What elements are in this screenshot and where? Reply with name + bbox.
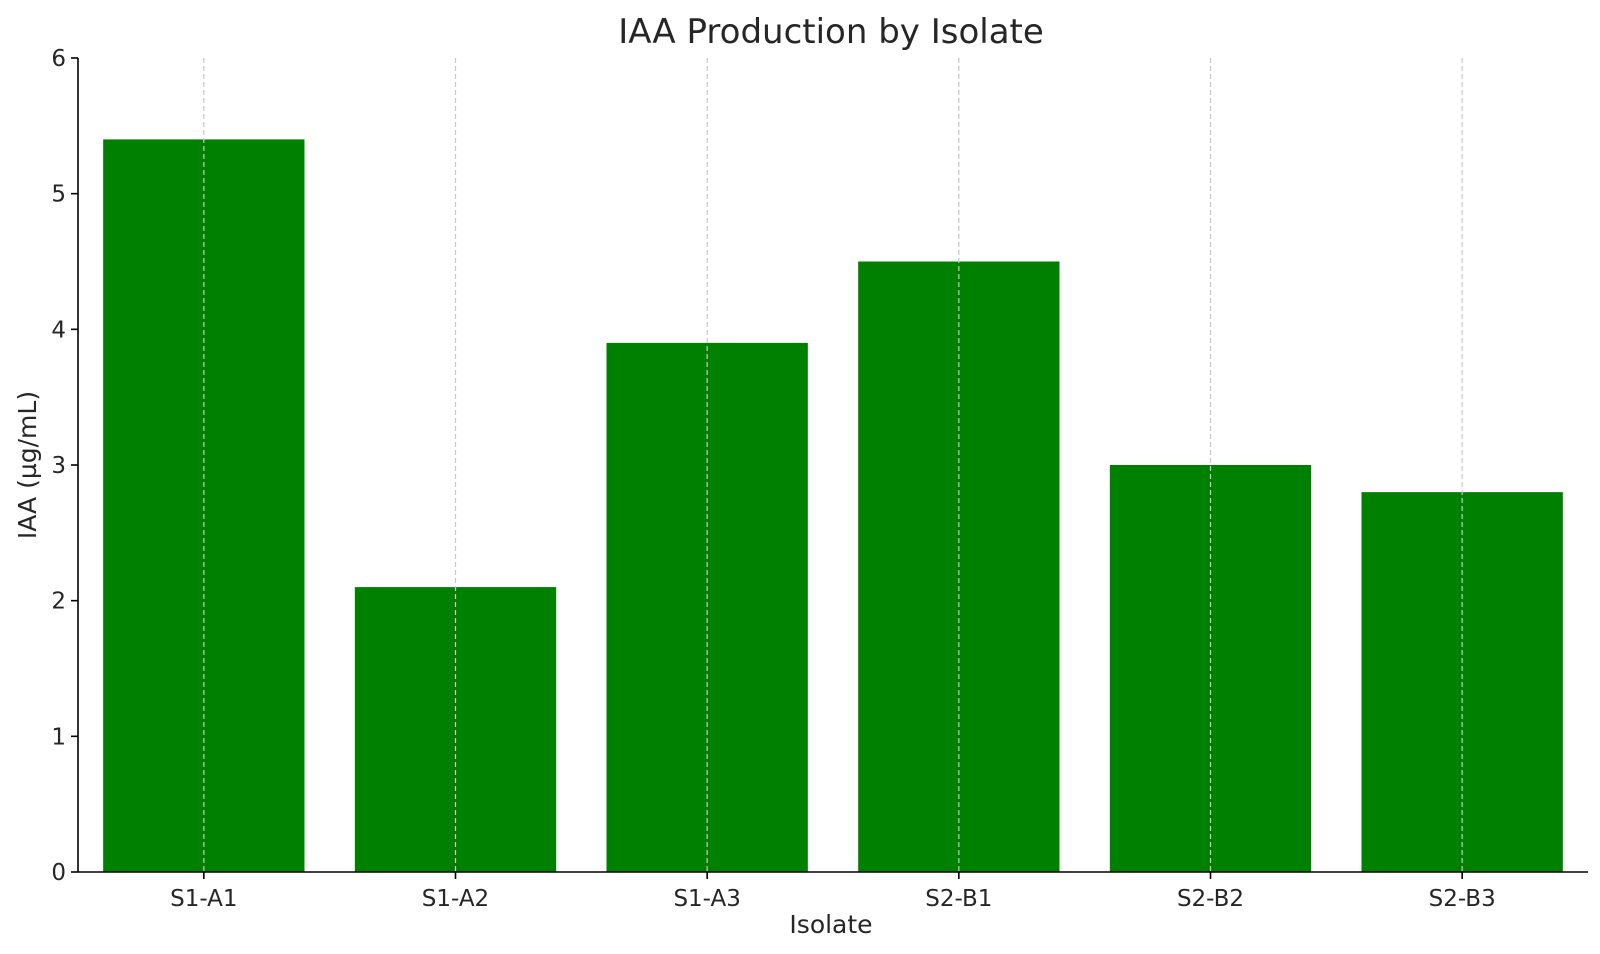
y-tick-label: 0	[51, 860, 66, 886]
y-ticks-layer: 0 1 2 3 4 5 6	[51, 46, 78, 886]
x-tick-label: S1-A1	[170, 886, 237, 912]
y-axis-label: IAA (µg/mL)	[13, 391, 42, 539]
x-tick-label: S2-B1	[925, 886, 992, 912]
bars-layer	[103, 139, 1563, 872]
x-tick-label: S2-B3	[1429, 886, 1496, 912]
x-tick-label: S2-B2	[1177, 886, 1244, 912]
y-tick-label: 1	[51, 724, 66, 750]
y-tick-label: 6	[51, 46, 66, 72]
x-ticks-layer: S1-A1 S1-A2 S1-A3 S2-B1 S2-B2 S2-B3	[170, 872, 1496, 912]
y-tick-label: 3	[51, 453, 66, 479]
x-tick-label: S1-A2	[422, 886, 489, 912]
y-tick-label: 4	[51, 317, 66, 343]
chart-title: IAA Production by Isolate	[618, 12, 1044, 52]
x-axis-label: Isolate	[789, 910, 872, 939]
x-tick-label: S1-A3	[673, 886, 740, 912]
y-tick-label: 2	[51, 589, 66, 615]
y-tick-label: 5	[51, 182, 66, 208]
bar-s1-a3	[606, 342, 808, 872]
